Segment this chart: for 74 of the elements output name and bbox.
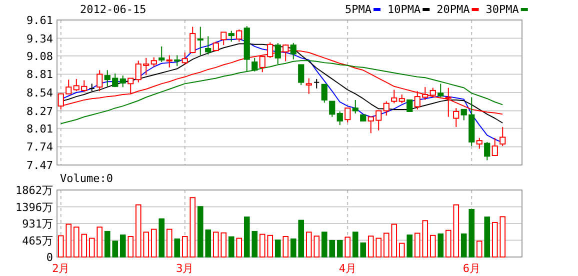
bar — [282, 236, 289, 258]
bar — [430, 234, 436, 258]
y-tick-label: 465万 — [22, 234, 53, 248]
bar — [274, 240, 281, 258]
y-tick-label: 8.01 — [26, 122, 53, 136]
bar — [228, 236, 234, 258]
legend-label: 30PMA — [486, 3, 520, 16]
legend-label: 20PMA — [436, 3, 470, 16]
bar — [128, 236, 134, 258]
candlestick — [438, 83, 444, 98]
candlestick — [476, 137, 482, 150]
y-tick-label: 9.08 — [26, 50, 53, 63]
candlestick — [220, 32, 227, 46]
candlestick — [344, 108, 351, 123]
candlestick — [453, 108, 460, 128]
bar — [120, 234, 126, 258]
candlestick — [174, 54, 180, 67]
candlestick — [128, 78, 134, 94]
bar — [406, 234, 413, 258]
y-tick-label: 7.47 — [26, 159, 53, 172]
candlestick — [336, 110, 343, 126]
x-tick-label: 4月 — [338, 262, 356, 275]
candlestick — [190, 26, 196, 54]
bar — [398, 242, 405, 258]
chart-title: 2012-06-15 — [80, 3, 146, 16]
candlestick — [406, 99, 413, 112]
text: Volume:0 — [60, 172, 113, 185]
y-tick-label: 8.27 — [26, 104, 53, 118]
candlestick — [492, 137, 498, 156]
y-tick-label: 1862万 — [16, 184, 53, 197]
x-tick-label: 6月 — [462, 262, 480, 275]
y-tick-label: 1396万 — [16, 200, 53, 214]
bar — [166, 228, 172, 258]
bar — [476, 240, 482, 258]
candlestick — [298, 64, 304, 86]
x-tick-label: 3月 — [176, 262, 194, 275]
candlestick — [166, 54, 172, 68]
y-tick-label: 0 — [46, 251, 53, 264]
y-tick-label: 8.81 — [26, 68, 53, 82]
y-tick-label: 8.54 — [26, 86, 54, 100]
legend-label: 10PMA — [388, 3, 421, 16]
y-tick-label: 9.34 — [26, 32, 54, 46]
candlestick — [484, 141, 490, 161]
candlestick — [306, 78, 312, 94]
candlestick — [329, 100, 336, 118]
y-tick-label: 7.74 — [26, 140, 54, 154]
y-tick-label: 931万 — [22, 218, 53, 230]
candlestick — [182, 52, 188, 66]
x-tick-label: 2月 — [52, 262, 70, 275]
bar — [438, 233, 444, 258]
candlestick — [314, 78, 320, 89]
y-tick-label: 9.61 — [26, 14, 53, 27]
bar — [150, 228, 157, 258]
candlestick — [391, 89, 398, 104]
candlestick — [352, 99, 358, 114]
bar — [158, 218, 165, 258]
candlestick — [500, 126, 506, 147]
bar — [174, 238, 180, 258]
bar — [344, 236, 351, 258]
candlestick — [205, 36, 212, 56]
candlestick — [430, 87, 436, 98]
candlestick — [96, 70, 103, 92]
candlestick — [383, 100, 390, 116]
candlestick — [321, 84, 328, 104]
bar — [336, 240, 343, 258]
legend-label: 5PMA — [345, 3, 372, 16]
candlestick — [236, 28, 242, 42]
bar — [236, 238, 242, 258]
candlestick — [228, 30, 234, 42]
candlestick — [150, 56, 157, 68]
bar — [484, 216, 490, 258]
candlestick — [197, 26, 204, 56]
candlestick — [158, 46, 165, 63]
candlestick — [120, 75, 126, 88]
